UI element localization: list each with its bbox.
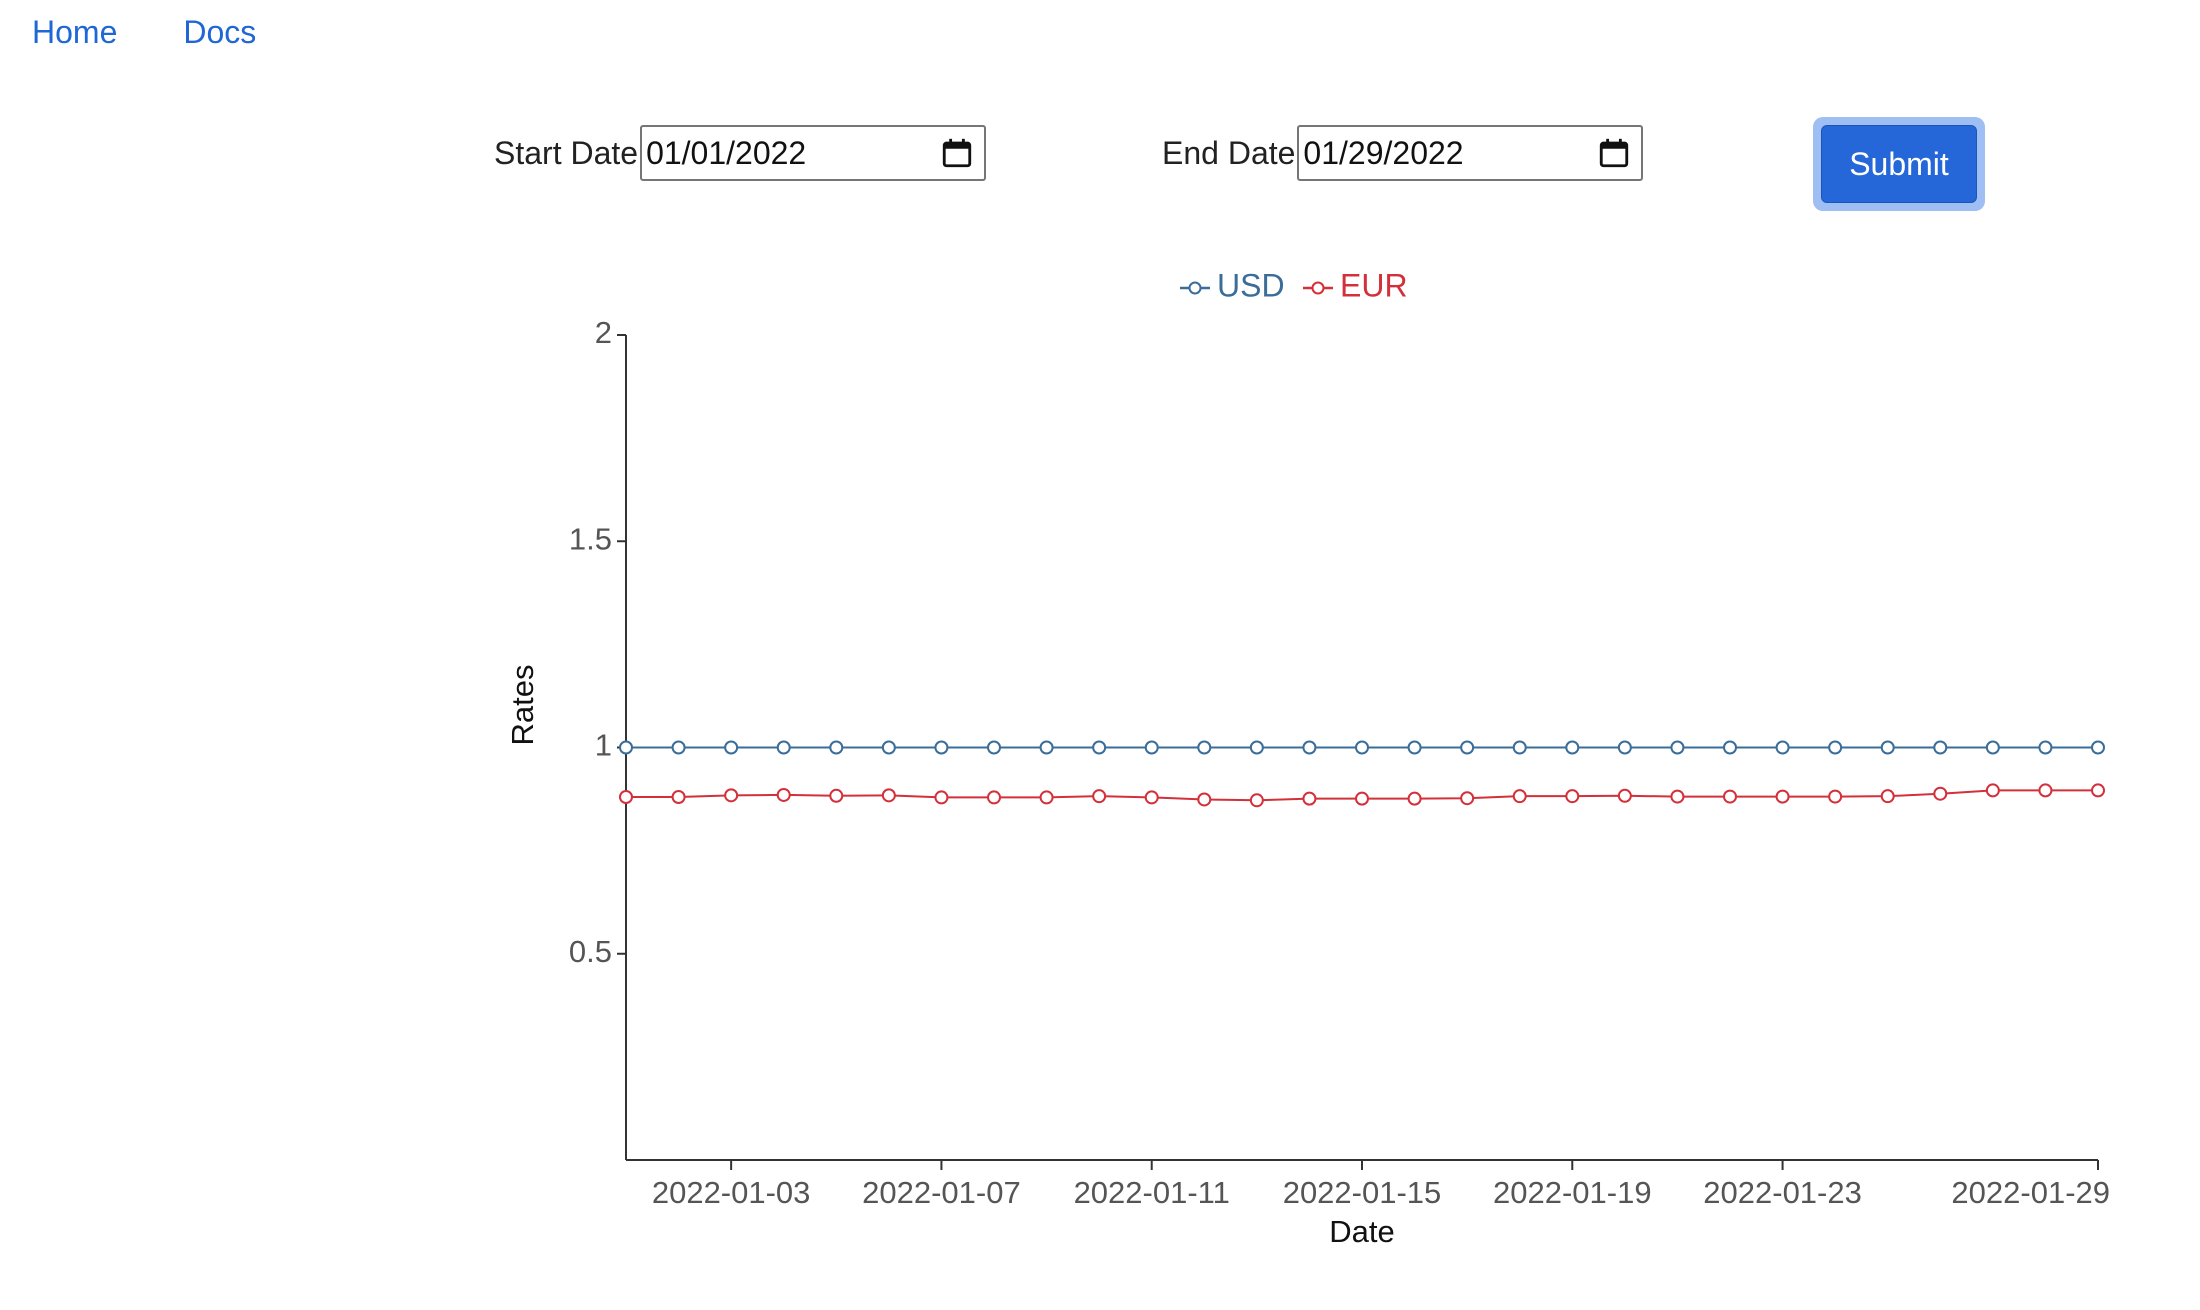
nav-home-link[interactable]: Home — [32, 14, 118, 50]
data-point-usd[interactable] — [671, 740, 686, 755]
start-date-input[interactable]: 01/01/2022 — [640, 125, 987, 181]
data-point-usd[interactable] — [1512, 740, 1527, 755]
data-point-eur[interactable] — [1512, 789, 1527, 804]
data-point-eur[interactable] — [1617, 788, 1632, 803]
data-point-eur[interactable] — [987, 790, 1001, 805]
legend-label-eur[interactable]: EUR — [1340, 267, 1408, 303]
y-tick-label: 1.5 — [569, 521, 612, 556]
calendar-icon[interactable] — [940, 136, 974, 170]
data-point-eur[interactable] — [1565, 789, 1580, 804]
data-point-eur[interactable] — [1985, 783, 2000, 798]
data-point-usd[interactable] — [2091, 740, 2105, 755]
data-point-eur[interactable] — [829, 788, 844, 803]
data-point-usd[interactable] — [1565, 740, 1580, 755]
x-tick-label: 2022-01-03 — [652, 1175, 811, 1210]
data-point-usd[interactable] — [1933, 740, 1948, 755]
x-tick-label: 2022-01-11 — [1074, 1175, 1230, 1210]
data-point-usd[interactable] — [1617, 740, 1632, 755]
x-axis-label: Date — [1329, 1214, 1394, 1249]
data-point-eur[interactable] — [1302, 791, 1317, 806]
data-point-usd[interactable] — [1092, 740, 1107, 755]
data-point-usd[interactable] — [1460, 740, 1475, 755]
data-point-usd[interactable] — [1355, 740, 1369, 755]
end-date-group: End Date 01/29/2022 — [1162, 125, 1644, 181]
y-axis: 0.5 1 1.5 2 — [569, 315, 627, 1160]
x-tick-label: 2022-01-15 — [1283, 1175, 1442, 1210]
data-point-eur[interactable] — [1460, 791, 1475, 806]
data-point-eur[interactable] — [1670, 789, 1685, 804]
data-point-eur[interactable] — [1775, 789, 1790, 804]
data-point-usd[interactable] — [1249, 740, 1264, 755]
data-point-eur[interactable] — [1828, 789, 1843, 804]
x-axis: 2022-01-03 2022-01-07 2022-01-11 2022-01-15… — [626, 1159, 2110, 1210]
x-tick-label: 2022-01-29 — [1951, 1175, 2110, 1210]
data-point-eur[interactable] — [671, 790, 686, 804]
end-date-value[interactable]: 01/29/2022 — [1303, 134, 1464, 171]
data-point-usd[interactable] — [1670, 740, 1685, 755]
data-point-eur[interactable] — [1880, 789, 1895, 804]
data-point-eur[interactable] — [619, 790, 633, 804]
x-tick-label: 2022-01-19 — [1493, 1175, 1652, 1210]
data-point-eur[interactable] — [1355, 791, 1369, 806]
data-point-eur[interactable] — [1039, 790, 1054, 805]
data-point-eur[interactable] — [776, 787, 791, 802]
start-date-value[interactable]: 01/01/2022 — [646, 134, 807, 171]
end-date-label: End Date — [1162, 134, 1296, 171]
x-tick-label: 2022-01-23 — [1703, 1175, 1862, 1210]
data-point-usd[interactable] — [1144, 740, 1159, 755]
data-point-usd[interactable] — [1407, 740, 1422, 755]
data-point-usd[interactable] — [776, 740, 791, 755]
submit-focus-ring: Submit — [1813, 117, 1985, 211]
top-nav: Home Docs — [32, 14, 256, 51]
data-point-eur[interactable] — [1933, 786, 1948, 801]
data-point-usd[interactable] — [1197, 740, 1212, 755]
submit-button[interactable]: Submit — [1821, 125, 1977, 203]
start-date-label: Start Date — [494, 134, 639, 171]
data-point-usd[interactable] — [987, 740, 1001, 755]
y-tick-label: 0.5 — [569, 934, 612, 969]
legend-label-usd[interactable]: USD — [1217, 267, 1285, 303]
data-point-usd[interactable] — [724, 740, 739, 755]
nav-docs-link[interactable]: Docs — [183, 14, 257, 50]
data-point-usd[interactable] — [881, 740, 896, 755]
data-point-eur[interactable] — [1407, 791, 1422, 806]
data-point-usd[interactable] — [619, 740, 633, 755]
data-point-eur[interactable] — [1249, 793, 1264, 808]
data-point-eur[interactable] — [881, 788, 896, 803]
data-point-eur[interactable] — [1144, 790, 1159, 805]
plot-series — [619, 740, 2105, 808]
data-point-eur[interactable] — [934, 790, 949, 805]
y-tick-label: 1 — [595, 728, 612, 763]
y-axis-label: Rates — [505, 665, 540, 746]
data-point-usd[interactable] — [1828, 740, 1843, 755]
data-point-eur[interactable] — [2091, 783, 2105, 798]
data-point-usd[interactable] — [1775, 740, 1790, 755]
end-date-input[interactable]: 01/29/2022 — [1297, 125, 1644, 181]
legend-marker-usd — [1188, 281, 1202, 295]
data-point-eur[interactable] — [2038, 783, 2053, 798]
data-point-usd[interactable] — [1880, 740, 1895, 755]
data-point-eur[interactable] — [724, 788, 739, 803]
start-date-group: Start Date 01/01/2022 — [494, 125, 987, 181]
data-point-usd[interactable] — [934, 740, 949, 755]
data-point-usd[interactable] — [829, 740, 844, 755]
data-point-eur[interactable] — [1723, 789, 1737, 804]
chart-legend: USD EUR — [1180, 267, 1408, 303]
data-point-eur[interactable] — [1092, 789, 1107, 804]
y-tick-label: 2 — [595, 315, 612, 350]
data-point-usd[interactable] — [1985, 740, 2000, 755]
calendar-icon[interactable] — [1597, 136, 1631, 170]
data-point-usd[interactable] — [2038, 740, 2053, 755]
data-point-eur[interactable] — [1197, 792, 1212, 807]
x-tick-label: 2022-01-07 — [862, 1175, 1021, 1210]
data-point-usd[interactable] — [1302, 740, 1317, 755]
legend-marker-eur — [1311, 281, 1325, 295]
data-point-usd[interactable] — [1723, 740, 1737, 755]
data-point-usd[interactable] — [1039, 740, 1054, 755]
